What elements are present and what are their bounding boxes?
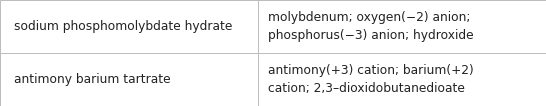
- Text: antimony(+3) cation; barium(+2)
cation; 2,3–dioxidobutanedioate: antimony(+3) cation; barium(+2) cation; …: [268, 64, 474, 95]
- Text: molybdenum; oxygen(−2) anion;
phosphorus(−3) anion; hydroxide: molybdenum; oxygen(−2) anion; phosphorus…: [268, 11, 474, 42]
- Text: sodium phosphomolybdate hydrate: sodium phosphomolybdate hydrate: [14, 20, 232, 33]
- Text: antimony barium tartrate: antimony barium tartrate: [14, 73, 170, 86]
